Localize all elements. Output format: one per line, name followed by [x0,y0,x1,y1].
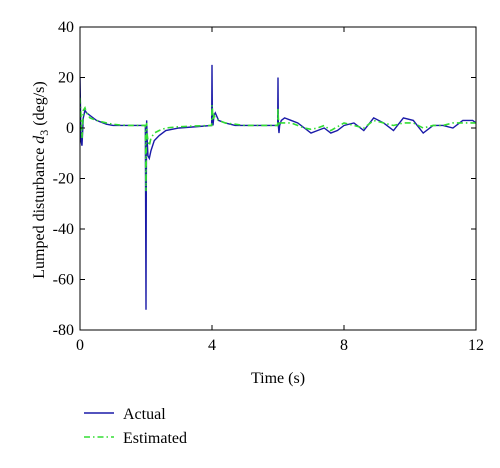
legend: Actual Estimated [84,406,187,447]
x-tick-label: 4 [208,337,216,354]
plot-area [80,64,476,310]
y-tick-label: -20 [53,171,74,188]
x-tick-label: 12 [468,337,484,354]
y-tick-label: 0 [66,120,74,137]
series-line-actual [80,64,476,310]
y-tick-label: -80 [53,322,74,339]
y-axis-label: Lumped disturbance d3 (deg/s) [31,81,51,279]
legend-label-estimated: Estimated [123,430,187,447]
series-line-estimated [80,97,476,192]
x-tick-label: 8 [340,337,348,354]
axes: 0 4 8 12 40 20 0 -20 -40 -60 -80 [53,19,484,354]
legend-label-actual: Actual [123,406,166,423]
y-tick-label: 20 [58,70,74,87]
y-tick-label: -60 [53,272,74,289]
y-axis-label-main: Lumped disturbance [31,144,48,279]
y-tick-label: -40 [53,221,74,238]
y-axis-label-unit: (deg/s) [31,81,48,129]
y-axis-label-variable: d [31,135,48,144]
x-axis-label: Time (s) [251,370,305,387]
y-tick-label: 40 [58,19,74,36]
y-axis-label-subscript: 3 [37,130,51,136]
plot-frame [79,26,477,331]
x-tick-label: 0 [76,337,84,354]
